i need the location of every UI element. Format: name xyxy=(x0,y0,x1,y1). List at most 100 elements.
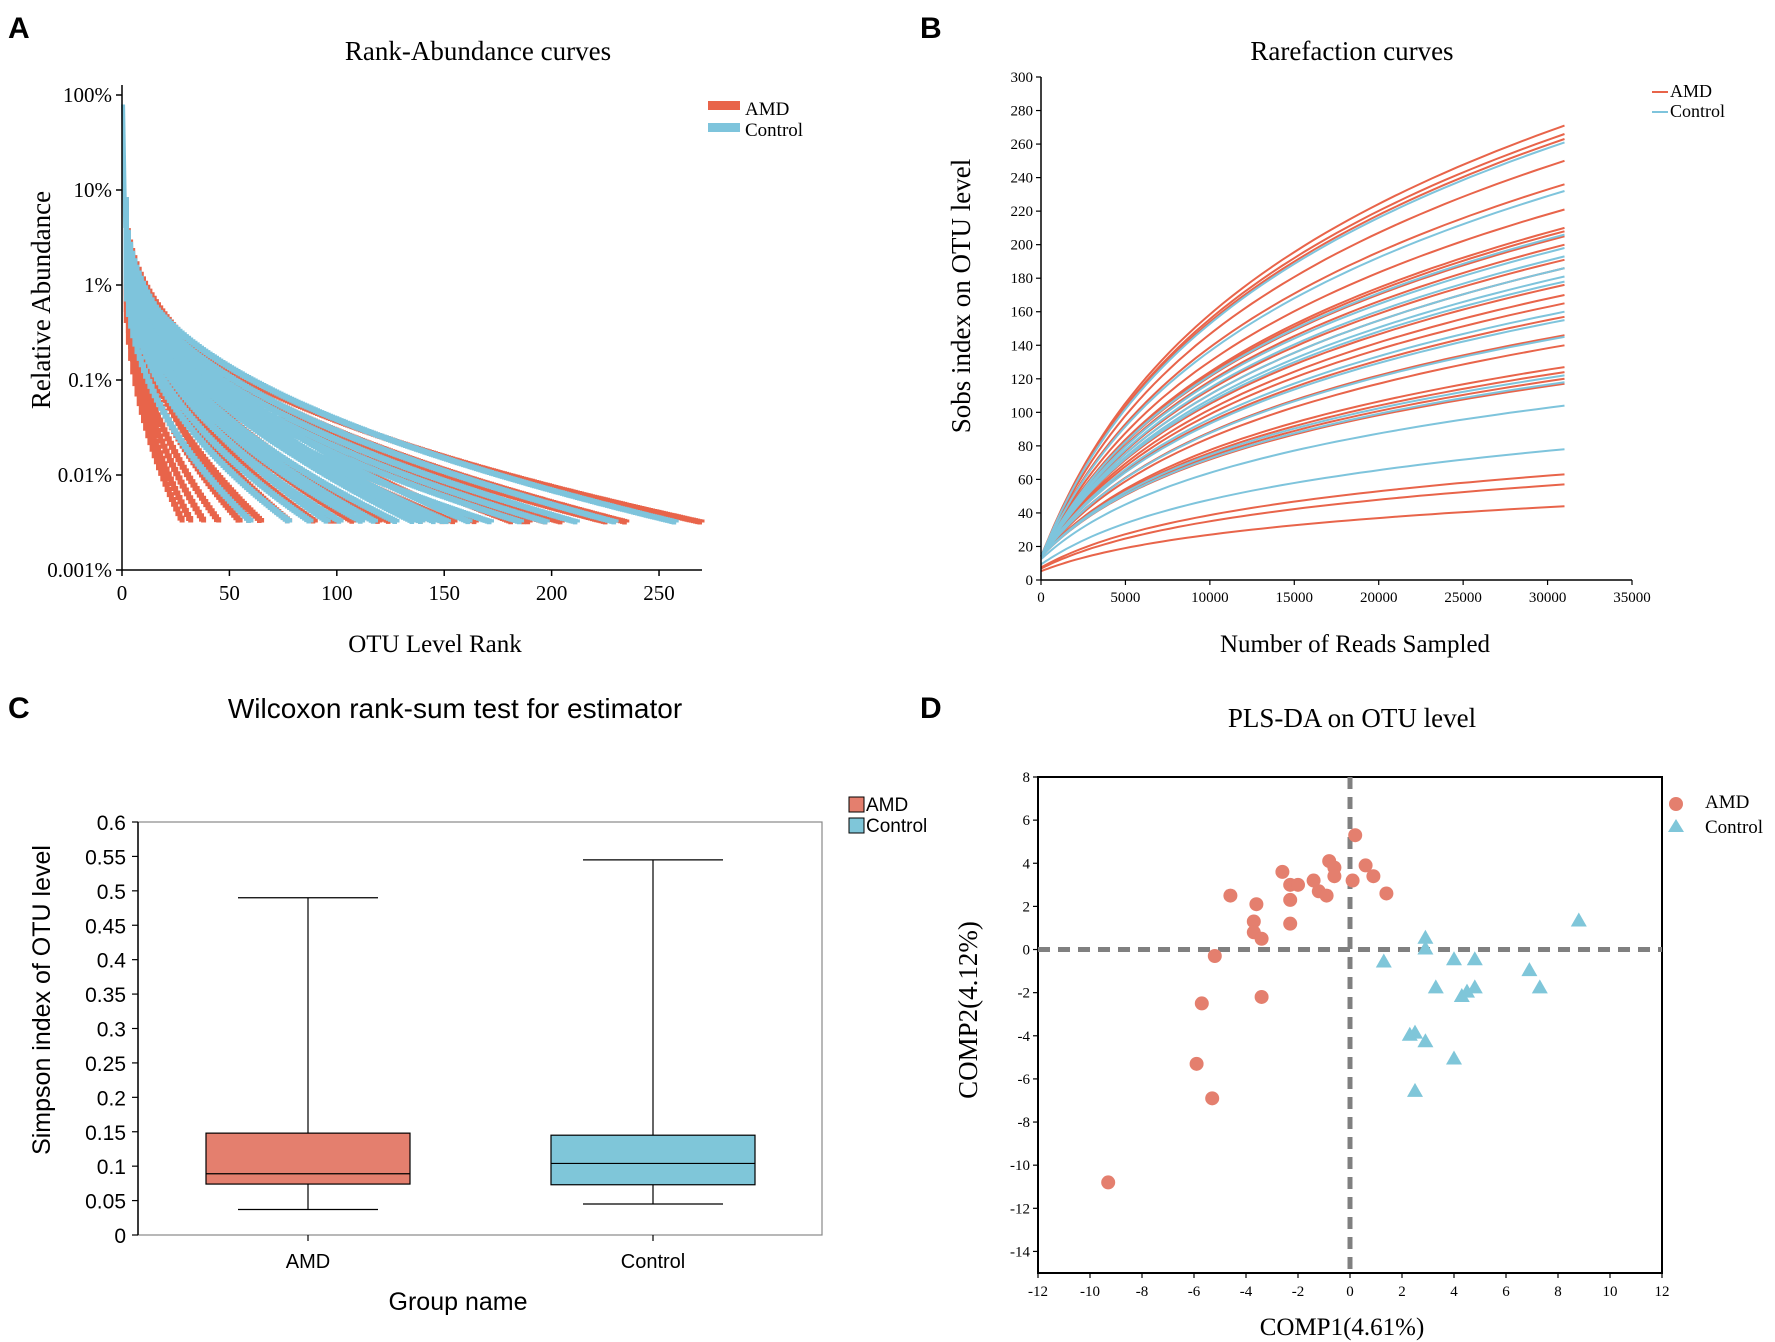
rarefaction-curve-amd-24 xyxy=(1040,483,1565,570)
panel-b-xlabel: Number of Reads Sampled xyxy=(1220,631,1491,658)
c-y-tick-label: 0.45 xyxy=(85,915,126,938)
legend-label-control: Control xyxy=(866,816,927,837)
panel-c-boxplot: Wilcoxon rank-sum test for estimator Gro… xyxy=(28,693,927,1316)
point-control-17 xyxy=(1570,912,1587,927)
legend-label-amd: AMD xyxy=(745,99,789,120)
rank-curve-control-3 xyxy=(123,239,314,524)
point-control-9 xyxy=(1446,951,1462,966)
rank-curve-control-15 xyxy=(123,230,619,525)
point-amd-15 xyxy=(1283,916,1298,931)
point-control-10 xyxy=(1446,1050,1462,1065)
point-control-7 xyxy=(1417,1033,1434,1048)
rank-curve-control-1 xyxy=(123,254,254,523)
b-y-tick-label: 60 xyxy=(1018,472,1033,488)
d-y-tick-label: 2 xyxy=(1023,899,1031,915)
rank-curve-control-19 xyxy=(123,206,417,524)
d-x-tick-label: 12 xyxy=(1655,1284,1670,1300)
panel-b-y-ticks: 0 20 40 60 80 100 120 140 160 180 200 220 240 260 280 3… xyxy=(1011,70,1041,589)
point-control-2 xyxy=(1417,929,1434,944)
panel-label-d: D xyxy=(920,692,942,725)
d-x-tick-label: 6 xyxy=(1502,1284,1510,1300)
panel-b-title: Rarefaction curves xyxy=(1250,36,1453,66)
d-y-tick-label: -12 xyxy=(1010,1201,1030,1217)
legend-swatch-amd xyxy=(708,101,740,110)
point-control-1 xyxy=(1375,953,1392,968)
d-y-tick-label: -2 xyxy=(1018,986,1031,1002)
panel-a-legend: AMD Control xyxy=(708,99,803,141)
d-x-tick-label: 4 xyxy=(1450,1284,1458,1300)
rarefaction-curve-control-5 xyxy=(1040,255,1565,558)
rarefaction-curve-control-2 xyxy=(1040,190,1565,557)
panel-label-a: A xyxy=(8,12,30,45)
rarefaction-curve-amd-4 xyxy=(1040,159,1565,557)
b-y-tick-label: 260 xyxy=(1011,137,1034,153)
point-amd-3 xyxy=(1189,1056,1204,1071)
a-y-tick-label: 0.01% xyxy=(58,463,112,487)
panel-a-rank-abundance: Rank-Abundance curves OTU Level Rank Rel… xyxy=(26,36,803,658)
b-y-tick-label: 80 xyxy=(1018,439,1033,455)
d-x-tick-label: 8 xyxy=(1554,1284,1562,1300)
rank-curve-control-2 xyxy=(123,244,293,524)
c-y-tick-label: 0.2 xyxy=(97,1087,126,1110)
point-amd-6 xyxy=(1223,888,1238,903)
rarefaction-curve-control-8 xyxy=(1040,280,1565,558)
b-y-tick-label: 140 xyxy=(1011,338,1034,354)
a-y-tick-label: 1% xyxy=(84,273,112,297)
d-y-tick-label: -8 xyxy=(1018,1115,1031,1131)
legend-label-amd: AMD xyxy=(866,795,908,816)
box-amd xyxy=(205,1132,411,1185)
panel-c-title: Wilcoxon rank-sum test for estimator xyxy=(228,693,682,724)
b-y-tick-label: 200 xyxy=(1011,238,1034,254)
point-amd-17 xyxy=(1306,873,1321,888)
c-y-tick-label: 0.25 xyxy=(85,1053,126,1076)
point-control-16 xyxy=(1531,979,1548,994)
b-y-tick-label: 240 xyxy=(1011,171,1034,187)
panel-a-x-ticks: 0 50 100 150 200 250 xyxy=(117,570,675,605)
point-amd-22 xyxy=(1327,869,1342,884)
b-x-tick-label: 20000 xyxy=(1360,590,1398,606)
rarefaction-curve-control-13 xyxy=(1040,381,1565,558)
c-y-tick-label: 0.15 xyxy=(85,1122,126,1145)
b-y-tick-label: 280 xyxy=(1011,104,1034,120)
a-x-tick-label: 200 xyxy=(536,581,568,605)
rarefaction-curve-control-11 xyxy=(1040,335,1565,558)
rank-curve-peak xyxy=(121,104,128,229)
panel-d-legend: AMD Control xyxy=(1668,792,1763,838)
a-x-tick-label: 0 xyxy=(117,581,128,605)
legend-label-control: Control xyxy=(745,120,803,141)
a-y-tick-label: 100% xyxy=(63,83,112,107)
point-control-12 xyxy=(1459,983,1475,998)
point-amd-9 xyxy=(1249,897,1264,912)
b-x-tick-label: 35000 xyxy=(1613,590,1651,606)
c-y-tick-label: 0.35 xyxy=(85,984,126,1007)
point-amd-23 xyxy=(1348,828,1363,843)
c-y-tick-label: 0 xyxy=(114,1225,126,1248)
b-x-tick-label: 15000 xyxy=(1276,590,1314,606)
legend-marker-control xyxy=(1668,819,1684,832)
rank-curve-control-17 xyxy=(123,220,378,524)
c-y-tick-label: 0.05 xyxy=(85,1191,126,1214)
a-y-tick-label: 0.001% xyxy=(47,558,112,582)
point-amd-26 xyxy=(1366,869,1381,884)
legend-swatch-amd xyxy=(848,796,865,813)
panel-b-axes xyxy=(1040,77,1632,581)
c-y-tick-label: 0.5 xyxy=(97,881,126,904)
panel-d-ylabel: COMP2(4.12%) xyxy=(953,921,983,1099)
c-y-tick-label: 0.3 xyxy=(97,1019,126,1042)
panel-label-c: C xyxy=(8,692,30,725)
point-amd-4 xyxy=(1194,996,1209,1011)
point-control-6 xyxy=(1407,1024,1423,1039)
rank-curve-control-20 xyxy=(123,197,447,524)
panel-a-ylabel: Relative Abundance xyxy=(26,191,56,409)
b-y-tick-label: 40 xyxy=(1018,506,1033,522)
point-amd-16 xyxy=(1291,877,1305,892)
d-y-tick-label: -10 xyxy=(1010,1158,1030,1174)
rarefaction-curve-control-14 xyxy=(1040,404,1565,560)
panel-label-b: B xyxy=(920,12,942,45)
point-amd-14 xyxy=(1283,892,1298,907)
a-y-tick-label: 0.1% xyxy=(68,368,112,392)
rarefaction-curve-control-3 xyxy=(1040,233,1565,558)
legend-label-control: Control xyxy=(1670,101,1725,121)
a-x-tick-label: 50 xyxy=(219,581,240,605)
